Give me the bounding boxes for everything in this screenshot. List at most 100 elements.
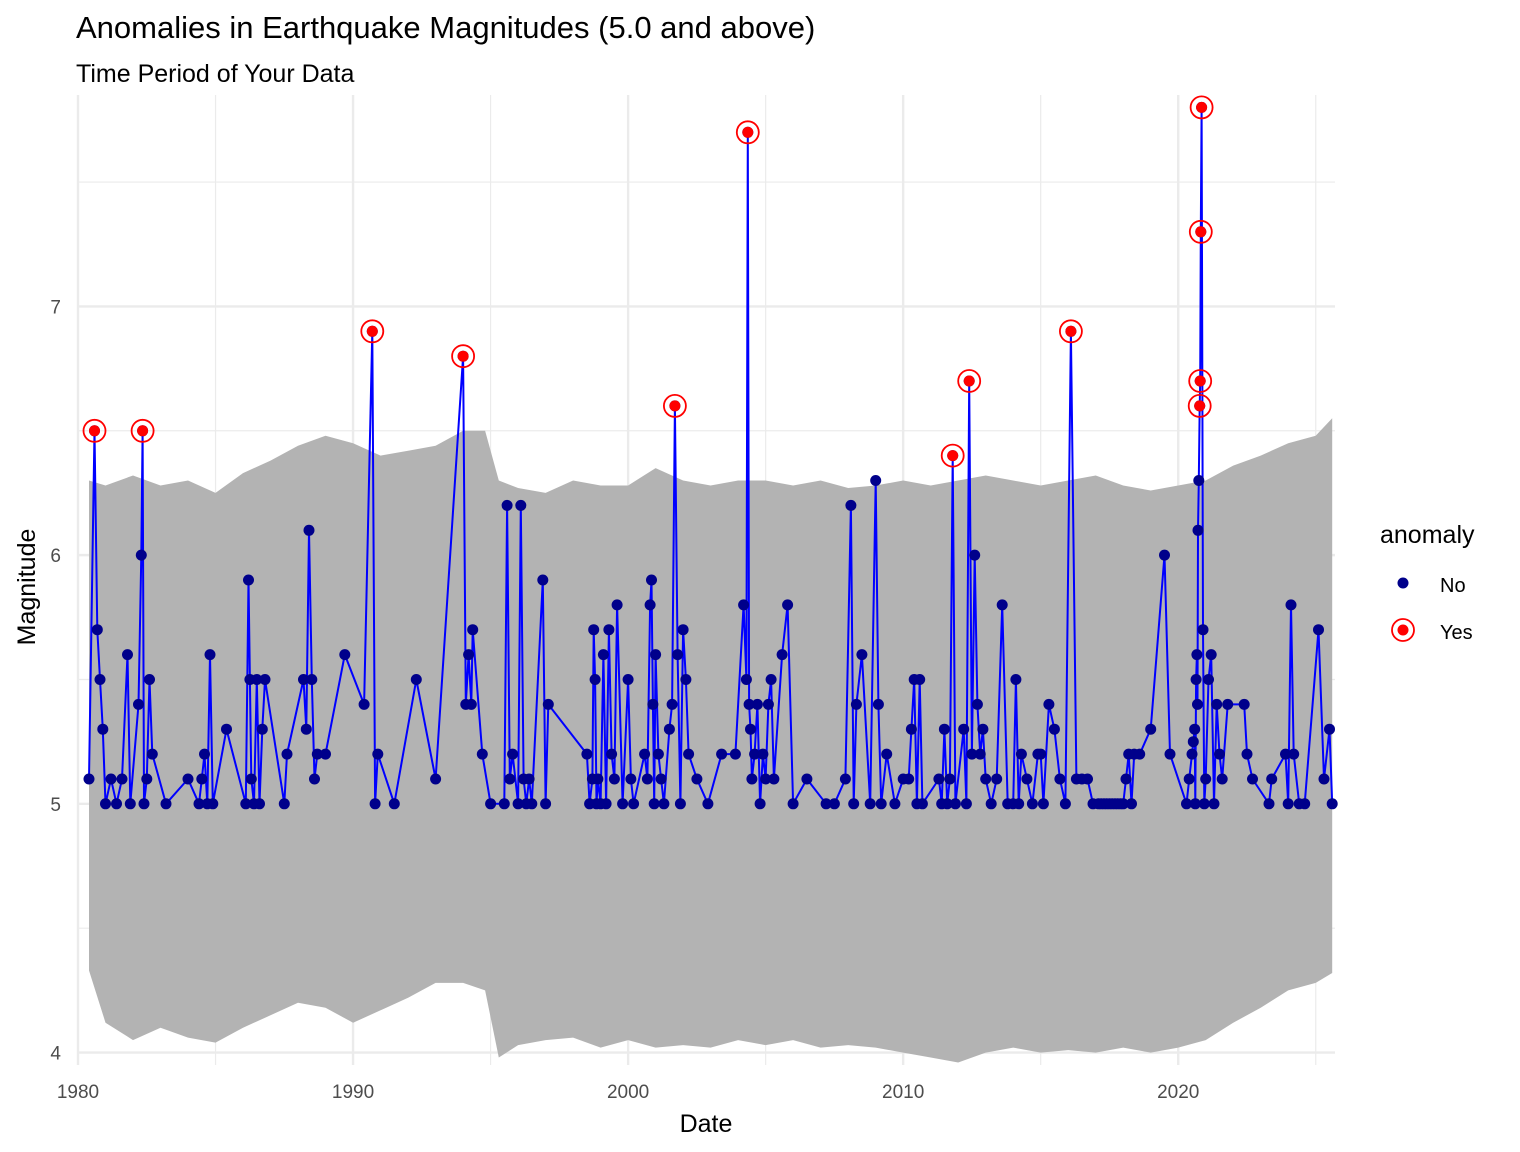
data-point (485, 798, 497, 810)
data-point (782, 599, 794, 611)
data-point (625, 773, 637, 785)
data-point (663, 723, 675, 735)
data-point (606, 748, 618, 760)
anomaly-ring (82, 418, 107, 443)
data-point (430, 773, 442, 785)
data-point (870, 475, 882, 486)
data-point (1208, 798, 1220, 810)
anomaly-point (669, 400, 681, 412)
data-point (738, 599, 750, 611)
data-point (410, 674, 422, 685)
data-point (388, 798, 400, 810)
data-point (311, 748, 323, 760)
data-point (1190, 674, 1202, 685)
data-point (259, 674, 271, 685)
data-point (278, 798, 290, 810)
data-point (306, 674, 318, 685)
data-point (801, 773, 813, 785)
data-point (1159, 549, 1170, 561)
data-point (1013, 798, 1025, 810)
data-point (1035, 748, 1047, 760)
data-point (463, 649, 475, 661)
y-tick-label: 4 (50, 1044, 61, 1065)
data-point (743, 698, 755, 710)
data-point (941, 798, 953, 810)
data-point (1145, 723, 1157, 735)
data-point (160, 798, 172, 810)
data-point (320, 748, 331, 760)
data-point (512, 798, 524, 810)
data-point (1043, 698, 1055, 710)
anomaly-point (366, 325, 378, 337)
data-point (1010, 674, 1022, 685)
data-point (300, 723, 312, 735)
data-point (905, 723, 917, 735)
anomaly-point (742, 126, 754, 138)
x-tick-label: 1980 (57, 1082, 99, 1103)
data-point (1082, 773, 1093, 785)
data-point (996, 599, 1008, 611)
x-tick-label: 2000 (607, 1082, 649, 1103)
data-point (240, 798, 252, 810)
data-point (600, 798, 612, 810)
data-point (969, 549, 981, 561)
data-point (144, 674, 155, 685)
anomaly-layer (82, 95, 1214, 468)
anomaly-ring (360, 319, 385, 344)
anomaly-point (1195, 226, 1207, 238)
data-point (603, 624, 615, 636)
data-point (1059, 798, 1071, 810)
data-point (1192, 698, 1203, 710)
data-point (1216, 773, 1228, 785)
data-point (848, 798, 860, 810)
data-point (1189, 798, 1201, 810)
data-point (746, 773, 758, 785)
data-point (991, 773, 1003, 785)
anomaly-point (89, 425, 100, 437)
data-point (768, 773, 780, 785)
data-point (702, 798, 714, 810)
data-point (122, 649, 133, 661)
data-point (1187, 736, 1199, 748)
data-point (691, 773, 703, 785)
data-point (1164, 748, 1176, 760)
data-point (1200, 773, 1212, 785)
data-point (1183, 773, 1195, 785)
data-point (592, 773, 604, 785)
data-point (309, 773, 320, 785)
data-point (622, 674, 634, 685)
data-point (1037, 798, 1049, 810)
anomaly-ring (735, 120, 760, 145)
data-point (358, 698, 370, 710)
data-point (1211, 698, 1223, 710)
data-point (749, 748, 761, 760)
data-point (1054, 773, 1066, 785)
data-point (1126, 798, 1137, 810)
anomaly-point (1194, 375, 1206, 387)
data-point (729, 748, 741, 760)
data-point (1263, 798, 1275, 810)
data-point (1197, 624, 1209, 636)
data-point (116, 773, 128, 785)
data-point (856, 649, 868, 661)
chart-title: Anomalies in Earthquake Magnitudes (5.0 … (76, 10, 816, 45)
data-point (914, 674, 926, 685)
data-point (507, 748, 519, 760)
data-point (515, 499, 527, 511)
anomaly-ring (1188, 219, 1213, 244)
data-point (674, 798, 686, 810)
data-point (1134, 748, 1146, 760)
data-point (1192, 524, 1204, 536)
data-point (207, 798, 219, 810)
data-point (83, 773, 95, 785)
data-point (141, 773, 153, 785)
data-point (845, 499, 857, 511)
anomaly-ring (1059, 319, 1083, 344)
data-point (672, 649, 684, 661)
data-point (716, 748, 728, 760)
confidence-ribbon (89, 418, 1333, 1063)
chart-subtitle: Time Period of Your Data (76, 60, 355, 88)
data-point (974, 748, 986, 760)
data-point (765, 674, 777, 685)
